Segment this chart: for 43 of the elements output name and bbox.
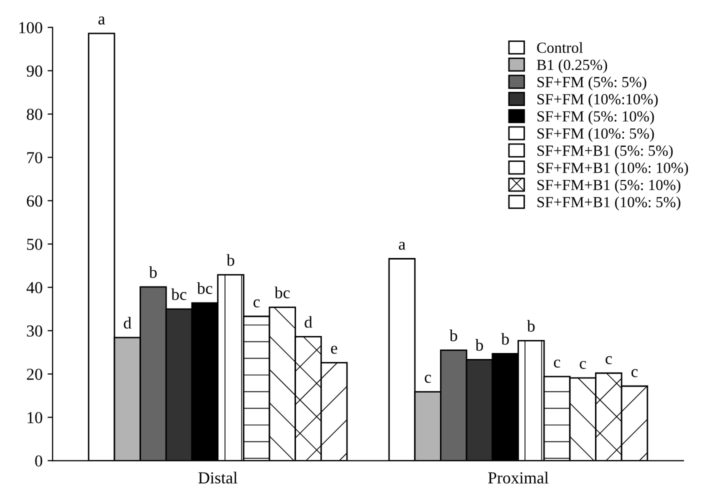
legend-label: SF+FM (5%: 5%) (537, 76, 646, 90)
data-label: c (424, 374, 431, 383)
data-label: c (554, 360, 560, 368)
legend-label: B1 (0.25%) (536, 59, 608, 74)
y-tick-label: 60 (26, 195, 42, 207)
y-tick-label: 30 (26, 325, 42, 337)
data-label: c (254, 299, 260, 308)
legend-label: SF+FM (10%: 5%) (537, 128, 654, 142)
data-label: e (331, 346, 338, 354)
legend-label: Control (537, 42, 583, 53)
data-label: d (304, 316, 312, 328)
legend-label: SF+FM+B1 (5%: 10%) (537, 179, 680, 194)
data-label: d (124, 316, 132, 329)
legend-label: SF+FM (5%: 10%) (537, 110, 654, 125)
data-label: a (398, 242, 406, 250)
y-tick-label: 70 (27, 152, 42, 164)
y-tick-label: 10 (28, 412, 42, 424)
y-tick-label: 40 (26, 282, 42, 294)
x-tick-label: Distal (198, 472, 238, 484)
legend-label: SF+FM+B1 (10%: 5%) (537, 196, 680, 210)
y-tick-label: 100 (19, 22, 42, 34)
legend-label: SF+FM+B1 (5%: 5%) (537, 145, 673, 159)
data-label: a (98, 16, 106, 25)
data-label: bc (197, 282, 212, 294)
data-label: b (501, 332, 509, 345)
data-label: bc (171, 288, 186, 300)
legend-label: SF+FM (10%:10%) (537, 94, 658, 108)
data-label: c (606, 356, 612, 364)
y-tick-label: 80 (26, 108, 42, 120)
y-tick-label: 20 (26, 368, 42, 380)
data-label: b (149, 266, 157, 278)
y-tick-label: 90 (26, 65, 42, 77)
data-label: c (580, 360, 586, 369)
data-label: bc (274, 286, 290, 298)
y-tick-label: 0 (35, 455, 42, 467)
x-tick-label: Proximal (488, 472, 548, 484)
data-label: c (631, 369, 638, 378)
data-label: b (526, 320, 535, 332)
data-label: b (226, 254, 234, 266)
data-label: b (475, 339, 484, 351)
legend-label: SF+FM+B1 (10%: 10%) (537, 162, 688, 176)
data-label: b (449, 330, 458, 342)
y-tick-label: 50 (27, 238, 42, 250)
